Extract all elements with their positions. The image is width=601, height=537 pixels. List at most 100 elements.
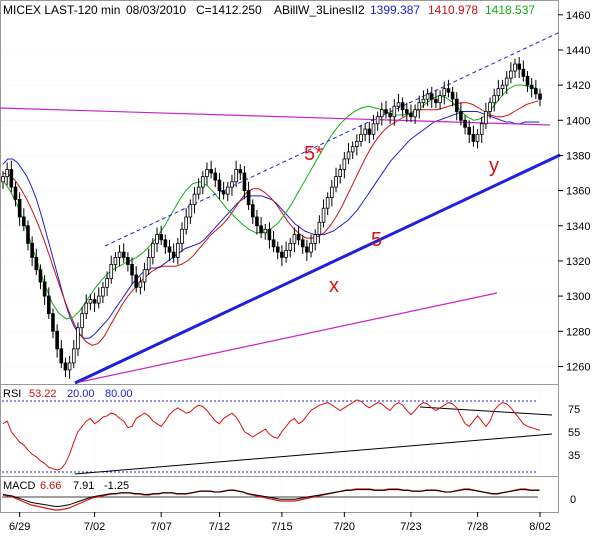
date-tick-label: 7/07 bbox=[150, 521, 171, 533]
candle-body bbox=[513, 63, 517, 72]
candle-body bbox=[30, 242, 34, 258]
rsi-lower-trend bbox=[74, 433, 553, 475]
price-tick-label: 1320 bbox=[566, 256, 590, 268]
candle-body bbox=[92, 299, 97, 304]
macd-label: MACD bbox=[3, 480, 35, 492]
price-tick-label: 1380 bbox=[566, 150, 590, 162]
rsi-upper-trend bbox=[419, 406, 553, 416]
rsi-series bbox=[2, 399, 541, 471]
rsi-tick-75: 75 bbox=[568, 404, 580, 416]
candle-body bbox=[496, 88, 501, 97]
candle-body bbox=[413, 109, 417, 118]
candle-body bbox=[213, 172, 218, 181]
rsi-panel bbox=[2, 399, 553, 475]
candle-body bbox=[271, 239, 276, 248]
candle-body bbox=[305, 246, 309, 253]
candle-body bbox=[421, 98, 426, 104]
candle-body bbox=[209, 169, 213, 174]
candle-body bbox=[404, 109, 409, 114]
header-date: 08/03/2010 bbox=[126, 3, 186, 17]
candle-body bbox=[313, 234, 318, 244]
candle-body bbox=[525, 75, 530, 86]
candle-body bbox=[51, 313, 55, 332]
price-tick-label: 1400 bbox=[566, 115, 590, 127]
rsi-tick-55: 55 bbox=[568, 427, 580, 439]
candle-body bbox=[151, 242, 155, 258]
candle-body bbox=[492, 95, 497, 104]
line1-series bbox=[2, 111, 540, 339]
candle-body bbox=[217, 179, 222, 192]
candle-body bbox=[309, 242, 313, 253]
annotation-x: x bbox=[329, 275, 339, 297]
candle-body bbox=[46, 295, 51, 315]
date-tick-label: 7/15 bbox=[271, 521, 292, 533]
candle-body bbox=[113, 257, 118, 265]
candle-body bbox=[76, 327, 80, 350]
candle-body bbox=[296, 234, 301, 241]
candle-body bbox=[467, 126, 472, 135]
candle-body bbox=[130, 264, 134, 276]
header-close: C=1412.250 bbox=[196, 3, 262, 17]
date-tick-label: 7/28 bbox=[467, 521, 488, 533]
price-tick-label: 1360 bbox=[566, 186, 590, 198]
candle-body bbox=[17, 198, 22, 218]
line2-series bbox=[2, 100, 539, 346]
candle-body bbox=[26, 225, 30, 244]
channel-lower-line bbox=[74, 153, 561, 385]
date-tick-label: 8/02 bbox=[529, 521, 550, 533]
candle-body bbox=[371, 123, 376, 135]
candle-body bbox=[380, 109, 384, 118]
candle-body bbox=[138, 281, 143, 288]
candle-body bbox=[201, 176, 205, 188]
candle-body bbox=[538, 93, 542, 100]
rsi-high-value: 80.00 bbox=[105, 388, 133, 400]
candle-body bbox=[300, 239, 305, 248]
candle-body bbox=[288, 242, 293, 251]
candle-body bbox=[101, 286, 105, 297]
candle-body bbox=[459, 111, 463, 121]
candle-body bbox=[500, 84, 505, 90]
candle-body bbox=[134, 274, 139, 288]
candle-body bbox=[325, 197, 330, 209]
candle-body bbox=[196, 186, 201, 195]
rsi-low-value: 20.00 bbox=[67, 388, 95, 400]
candle-body bbox=[284, 249, 288, 258]
candle-body bbox=[13, 186, 18, 200]
macd-value-1: 6.66 bbox=[40, 480, 61, 492]
candle-body bbox=[375, 116, 380, 125]
candle-body bbox=[105, 278, 109, 288]
candle-body bbox=[71, 348, 76, 364]
date-tick-label: 7/23 bbox=[400, 521, 421, 533]
candle-body bbox=[5, 169, 9, 177]
candle-body bbox=[355, 140, 359, 148]
candle-body bbox=[142, 269, 147, 283]
price-tick-label: 1440 bbox=[566, 45, 590, 57]
candle-body bbox=[434, 98, 438, 104]
price-tick-label: 1300 bbox=[566, 291, 590, 303]
candle-body bbox=[454, 98, 459, 112]
price-axis: 1260 1280 1300 1320 1340 1360 1380 1400 1420 1440… bbox=[558, 10, 590, 373]
candle-body bbox=[55, 330, 59, 350]
candle-body bbox=[238, 169, 243, 174]
candle-body bbox=[230, 181, 234, 188]
candle-body bbox=[117, 251, 122, 258]
candle-body bbox=[192, 193, 197, 206]
candle-body bbox=[34, 257, 39, 271]
macd-value-3: -1.25 bbox=[104, 480, 129, 492]
candle-body bbox=[80, 313, 84, 329]
date-tick-label: 7/12 bbox=[209, 521, 230, 533]
candle-body bbox=[400, 102, 405, 111]
candle-body bbox=[317, 221, 322, 235]
candle-body bbox=[96, 295, 101, 304]
candle-body bbox=[425, 93, 430, 100]
candle-body bbox=[450, 91, 455, 100]
price-tick-label: 1280 bbox=[566, 326, 590, 338]
candle-body bbox=[346, 151, 351, 160]
rsi-value: 53.22 bbox=[29, 388, 57, 400]
candle-body bbox=[9, 169, 14, 188]
price-tick-label: 1420 bbox=[566, 80, 590, 92]
annotation-y: y bbox=[489, 155, 499, 177]
candle-body bbox=[509, 70, 513, 79]
candle-body bbox=[429, 93, 434, 100]
